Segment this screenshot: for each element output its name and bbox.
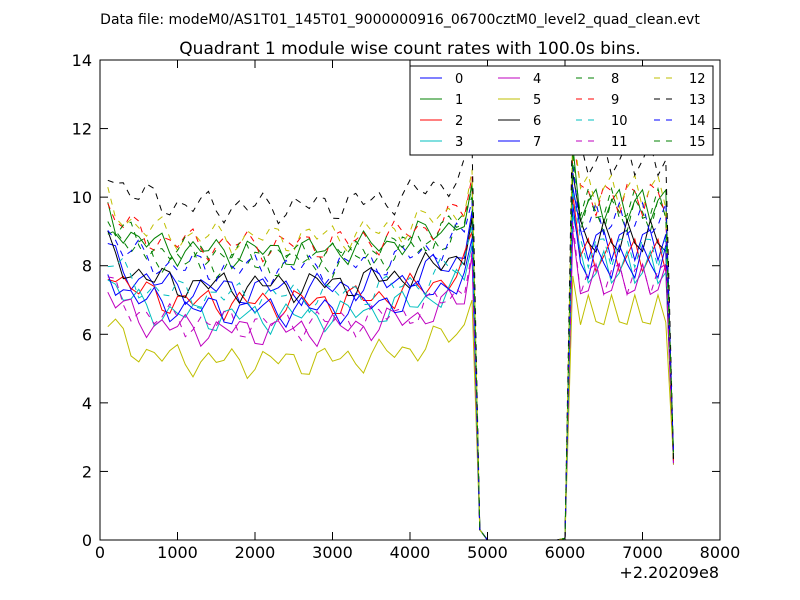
series-line-10 xyxy=(107,190,674,541)
chart-title: Quadrant 1 module wise count rates with … xyxy=(179,39,640,59)
legend-label-10: 10 xyxy=(611,114,628,129)
series-line-15 xyxy=(107,155,674,541)
series-line-7 xyxy=(107,203,674,541)
series-line-0 xyxy=(107,186,674,541)
legend-label-14: 14 xyxy=(689,114,706,129)
series-line-9 xyxy=(107,138,674,541)
series-line-12 xyxy=(107,125,674,541)
legend-label-7: 7 xyxy=(533,135,541,150)
legend-frame xyxy=(409,65,714,156)
x-tick-label: 8000 xyxy=(700,543,741,562)
x-tick-label: 2000 xyxy=(235,543,276,562)
legend-label-8: 8 xyxy=(611,72,619,87)
legend-label-0: 0 xyxy=(455,72,463,87)
axis-ticks: 0 1000 2000 3000 4000 5000 6000 7000 80000246810… xyxy=(72,51,741,562)
legend-label-3: 3 xyxy=(455,135,463,150)
x-tick-label: 4000 xyxy=(390,543,431,562)
y-tick-label: 6 xyxy=(82,325,92,344)
x-offset-label: +2.20209e8 xyxy=(619,563,719,582)
legend-label-15: 15 xyxy=(689,135,706,150)
series-line-5 xyxy=(107,275,674,541)
series-line-3 xyxy=(107,214,674,541)
legend-label-11: 11 xyxy=(611,135,628,150)
y-tick-label: 10 xyxy=(72,188,92,207)
y-tick-label: 0 xyxy=(82,531,92,550)
y-tick-label: 2 xyxy=(82,462,92,481)
y-tick-label: 12 xyxy=(72,120,92,139)
y-tick-label: 8 xyxy=(82,257,92,276)
chart-suptitle: Data file: modeM0/AS1T01_145T01_90000009… xyxy=(100,12,700,28)
legend-label-1: 1 xyxy=(455,93,463,108)
x-tick-label: 0 xyxy=(95,543,105,562)
x-tick-label: 5000 xyxy=(467,543,508,562)
y-tick-label: 14 xyxy=(72,51,92,70)
x-tick-label: 3000 xyxy=(312,543,353,562)
series-line-8 xyxy=(107,162,674,541)
legend-label-5: 5 xyxy=(533,93,541,108)
legend-label-12: 12 xyxy=(689,72,706,87)
legend-label-9: 9 xyxy=(611,93,619,108)
x-tick-label: 6000 xyxy=(545,543,586,562)
series-line-4 xyxy=(107,231,674,541)
y-tick-label: 4 xyxy=(82,394,92,413)
series-line-14 xyxy=(107,166,674,541)
legend-label-4: 4 xyxy=(533,72,541,87)
legend-label-13: 13 xyxy=(689,93,706,108)
series-line-6 xyxy=(107,173,674,541)
legend-label-6: 6 xyxy=(533,114,541,129)
x-tick-label: 1000 xyxy=(157,543,198,562)
x-tick-label: 7000 xyxy=(622,543,663,562)
legend-label-2: 2 xyxy=(455,114,463,129)
